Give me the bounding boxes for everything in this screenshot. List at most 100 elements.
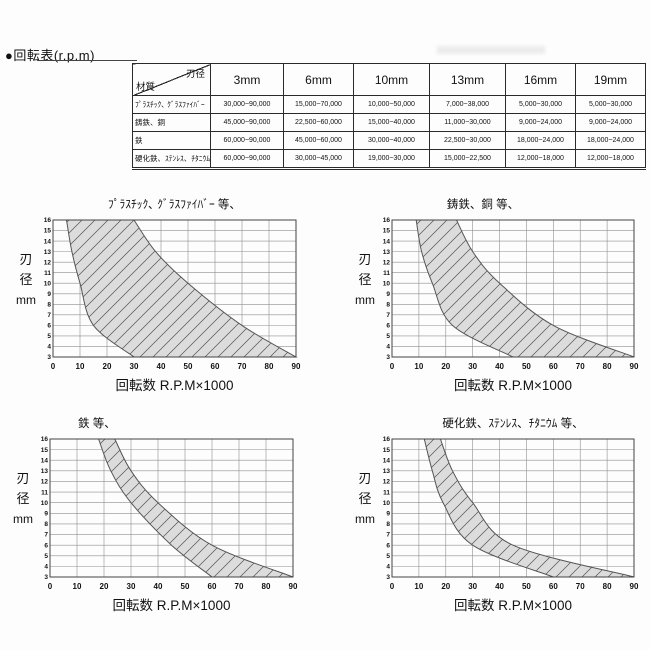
svg-text:15: 15 [383,447,391,454]
svg-text:6: 6 [386,323,390,330]
x-axis-label: 回転数 R.P.M×1000 [454,598,572,613]
column-header: 6mm [283,63,354,96]
corner-cell: 刃径材質 [132,63,211,96]
rpm-range-cell: 30,000~90,000 [210,95,284,114]
svg-text:40: 40 [157,362,166,371]
rpm-range-cell: 15,000~40,000 [353,113,430,132]
svg-text:4: 4 [386,564,390,571]
svg-text:16: 16 [383,217,391,224]
corner-label-blade-diameter: 刃径 [185,69,205,80]
material-cell: 鋳鉄、銅 [132,113,211,132]
corner-label-material: 材質 [136,82,156,93]
svg-text:30: 30 [468,582,477,591]
y-axis-label-char: 刃 [358,471,372,486]
svg-text:80: 80 [262,582,271,591]
svg-text:0: 0 [48,582,53,591]
x-axis-label: 回転数 R.P.M×1000 [115,378,234,393]
svg-text:13: 13 [383,249,391,256]
material-cell: 硬化鉄、ｽﾃﾝﾚｽ、ﾁﾀﾆｳﾑ [132,149,211,170]
svg-text:50: 50 [522,582,531,591]
svg-text:13: 13 [44,249,52,256]
svg-text:70: 70 [576,582,585,591]
svg-text:80: 80 [265,362,274,371]
svg-text:50: 50 [181,582,190,591]
y-axis-label-char: 径 [358,272,372,287]
svg-text:40: 40 [495,362,504,371]
svg-text:30: 30 [468,362,477,371]
svg-text:7: 7 [386,312,390,319]
rpm-range-cell: 22,500~60,000 [283,113,354,132]
svg-text:15: 15 [383,228,391,235]
rpm-range-cell: 22,500~30,000 [429,131,506,150]
svg-text:10: 10 [44,280,52,287]
title-underline [37,60,137,61]
rpm-table: 刃径 材質 3mm 6mm 10mm 13mm 16mm 19mm ﾌﾟﾗｽﾁｯｸ､ ｸﾞﾗｽ… [132,63,646,170]
y-axis-label-char: 刃 [16,471,30,486]
svg-text:8: 8 [47,302,51,309]
svg-text:14: 14 [44,238,52,245]
rpm-table-header: 刃径 材質 3mm 6mm 10mm 13mm 16mm 19mm [132,63,646,96]
svg-text:15: 15 [44,228,52,235]
svg-text:9: 9 [44,511,48,518]
rpm-range-cell: 15,000~22,500 [429,149,506,170]
rpm-range-cell: 12,000~18,000 [575,149,646,170]
page-title: ●回転表(r.p.m) [5,48,95,63]
svg-text:12: 12 [383,479,391,486]
plot-area: 3 4 5 6 7 8 9 10 11 12 13 14 15 16 0 10 20 30 40 50 60 70 80 90 [376,435,644,602]
rpm-range-cell: 45,000~60,000 [283,131,354,150]
column-header: 10mm [353,63,430,96]
svg-text:9: 9 [386,291,390,298]
svg-text:14: 14 [41,457,49,464]
svg-text:60: 60 [211,362,220,371]
rpm-range-cell: 60,000~90,000 [210,149,284,170]
table-row: ﾌﾟﾗｽﾁｯｸ､ ｸﾞﾗｽﾌｧｲﾊﾞｰ 30,000~90,000 15,000~7… [132,95,646,114]
svg-text:7: 7 [386,532,390,539]
svg-text:80: 80 [603,582,612,591]
svg-text:14: 14 [383,457,391,464]
y-axis-label-unit: mm [13,512,33,526]
column-header: 13mm [429,63,506,96]
svg-text:50: 50 [522,362,531,371]
svg-text:3: 3 [386,574,390,581]
plot-area: 3 4 5 6 7 8 9 10 11 12 13 14 15 16 0 10 20 30 40 50 60 70 80 90 [34,435,303,602]
svg-text:20: 20 [100,582,109,591]
svg-text:10: 10 [41,500,49,507]
svg-text:11: 11 [383,489,390,496]
svg-text:8: 8 [44,521,48,528]
svg-text:10: 10 [76,362,85,371]
svg-text:0: 0 [390,582,395,591]
chart-title: 硬化鉄、ｽﾃﾝﾚｽ、ﾁﾀﾆｳﾑ 等、 [442,418,584,430]
svg-text:4: 4 [386,344,390,351]
rpm-range-cell: 5,000~30,000 [575,95,646,114]
svg-text:16: 16 [383,436,391,443]
rpm-range-cell: 9,000~24,000 [575,113,646,132]
svg-text:3: 3 [386,354,390,361]
rpm-range-cell: 11,000~30,000 [429,113,506,132]
svg-text:6: 6 [386,542,390,549]
svg-text:14: 14 [383,238,391,245]
svg-text:30: 30 [130,362,139,371]
y-axis-label-unit: mm [355,512,375,526]
svg-text:50: 50 [184,362,193,371]
svg-text:20: 20 [441,362,450,371]
rpm-range-cell: 45,000~90,000 [210,113,284,132]
rpm-range-cell: 15,000~70,000 [283,95,354,114]
svg-text:40: 40 [154,582,163,591]
header-row: 刃径 材質 3mm 6mm 10mm 13mm 16mm 19mm [132,63,646,96]
rpm-table-body: ﾌﾟﾗｽﾁｯｸ､ ｸﾞﾗｽﾌｧｲﾊﾞｰ 30,000~90,000 15,000~7… [132,95,646,170]
svg-text:5: 5 [47,333,51,340]
svg-text:80: 80 [603,362,612,371]
svg-text:12: 12 [41,479,49,486]
svg-text:11: 11 [383,270,390,277]
rpm-range-cell: 7,000~38,000 [429,95,506,114]
svg-text:5: 5 [44,553,48,560]
rpm-range-cell: 30,000~40,000 [353,131,430,150]
svg-text:70: 70 [235,582,244,591]
svg-text:16: 16 [44,217,52,224]
rpm-range-cell: 18,000~24,000 [575,131,646,150]
svg-text:60: 60 [208,582,217,591]
svg-text:6: 6 [44,542,48,549]
svg-text:8: 8 [386,302,390,309]
x-axis-label: 回転数 R.P.M×1000 [112,598,231,613]
svg-text:0: 0 [51,362,56,371]
